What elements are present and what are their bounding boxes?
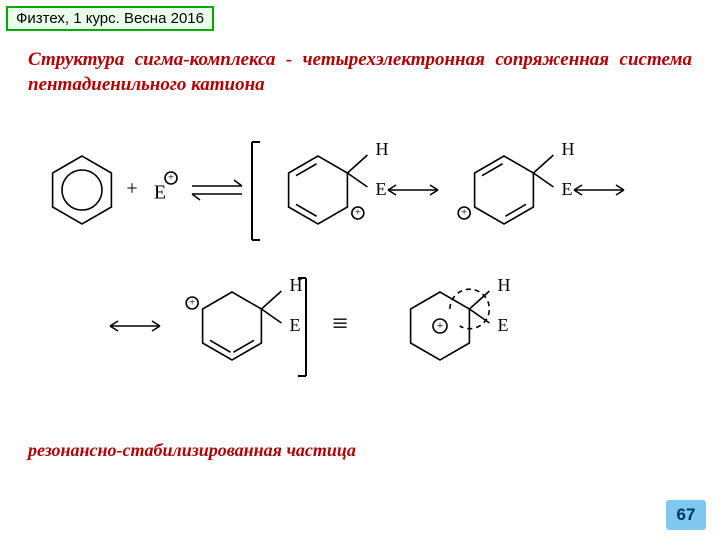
resonance-diagram: +E++HE+HE+HE≡+HE — [10, 128, 710, 418]
svg-text:H: H — [497, 275, 510, 295]
svg-text:≡: ≡ — [332, 308, 348, 339]
svg-text:+: + — [461, 207, 467, 219]
svg-text:H: H — [375, 139, 388, 159]
svg-text:+: + — [126, 178, 137, 200]
course-header-box: Физтех, 1 курс. Весна 2016 — [6, 6, 214, 31]
svg-text:E: E — [561, 179, 572, 199]
slide-caption: резонансно-стабилизированная частица — [28, 440, 356, 461]
svg-text:+: + — [355, 207, 361, 219]
svg-text:E: E — [497, 315, 508, 335]
svg-text:+: + — [168, 172, 174, 184]
svg-text:H: H — [561, 139, 574, 159]
page-number-badge: 67 — [666, 500, 706, 530]
course-header-label: Физтех, 1 курс. Весна 2016 — [16, 10, 204, 27]
svg-text:+: + — [437, 318, 444, 332]
slide-title: Структура сигма-комплекса - четырехэлект… — [28, 48, 692, 97]
svg-text:E: E — [154, 182, 166, 204]
page-number: 67 — [677, 505, 696, 525]
svg-text:E: E — [289, 315, 300, 335]
svg-text:+: + — [189, 297, 195, 309]
svg-text:E: E — [375, 179, 386, 199]
